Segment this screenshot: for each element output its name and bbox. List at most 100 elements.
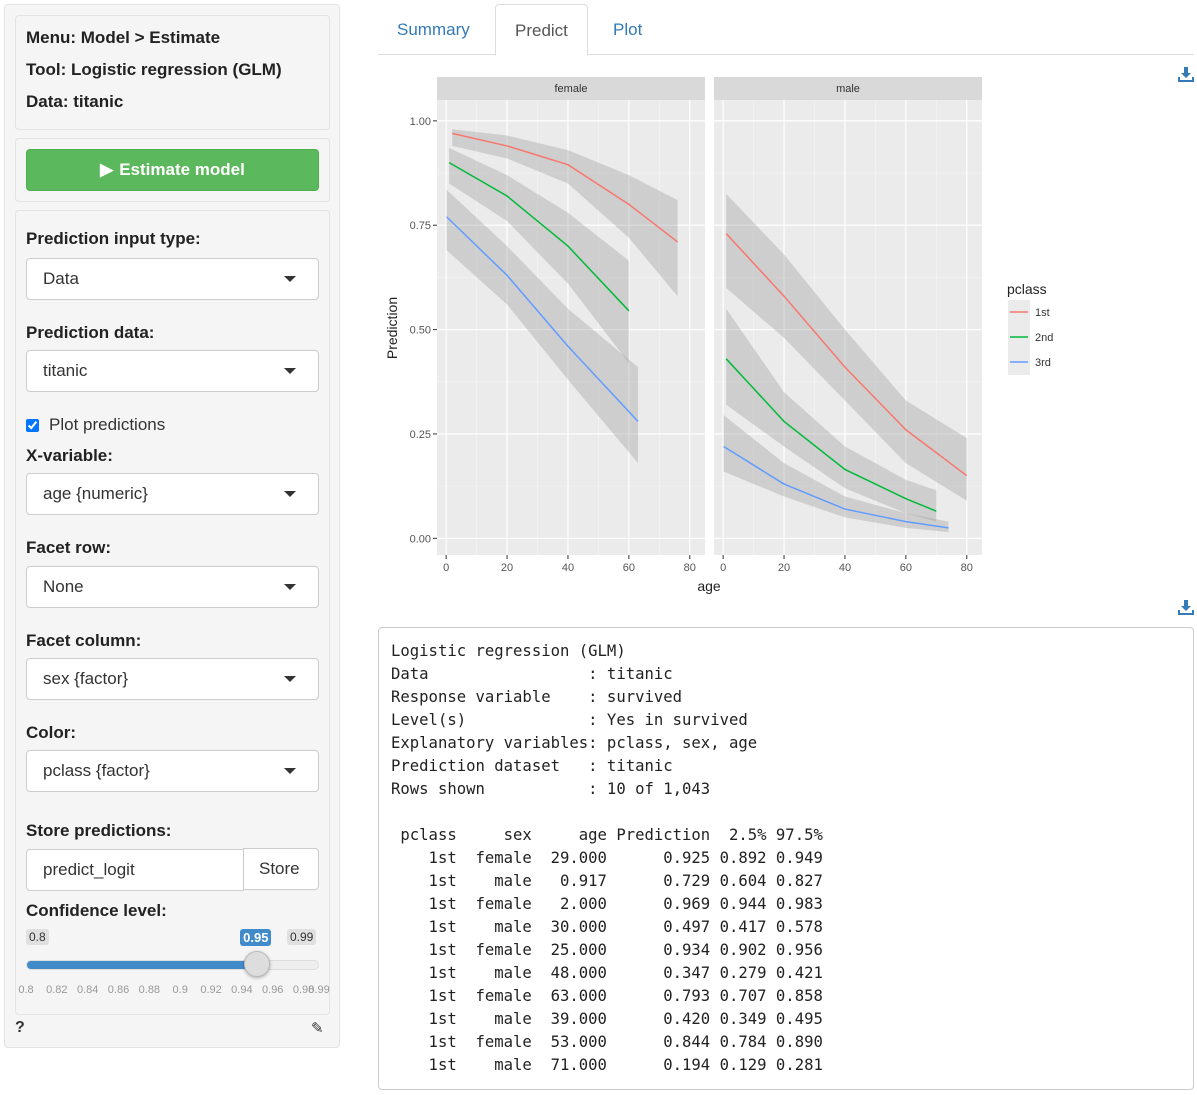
- y-tick-label: 1.00: [410, 116, 431, 128]
- facet-label-female: female: [554, 83, 587, 95]
- plot-predictions-row: Plot predictions: [26, 415, 165, 435]
- estimate-label: Estimate model: [119, 160, 245, 179]
- slider-handle[interactable]: [244, 951, 271, 977]
- color-label: Color:: [26, 723, 77, 742]
- slider-tick-label: 0.92: [200, 984, 222, 996]
- y-tick-label: 0.50: [410, 325, 431, 337]
- slider-track[interactable]: [26, 960, 319, 970]
- output-line: Data : titanic: [391, 665, 673, 683]
- pred-data-select[interactable]: titanic: [26, 350, 319, 392]
- table-row: 1st male 0.917 0.729 0.604 0.827: [391, 872, 823, 890]
- slider-tick-label: 0.8: [18, 984, 34, 996]
- facet-row-value: None: [43, 577, 84, 596]
- output-line: Logistic regression (GLM): [391, 642, 626, 660]
- xvar-value: age {numeric}: [43, 484, 148, 503]
- line-female-1st: [452, 132, 679, 243]
- confidence-band-male-1st: [726, 193, 967, 501]
- slider-max: 0.99: [287, 929, 317, 945]
- line-female-3rd: [446, 216, 639, 422]
- caret-down-icon: [284, 368, 296, 374]
- table-row: 1st male 30.000 0.497 0.417 0.578: [391, 918, 823, 936]
- table-row: 1st female 2.000 0.969 0.944 0.983: [391, 895, 823, 913]
- store-label: Store predictions:: [26, 821, 172, 840]
- y-tick-label: 0.75: [410, 220, 431, 232]
- pred-input-label: Prediction input type:: [26, 229, 201, 248]
- legend-label-3rd: 3rd: [1035, 357, 1051, 369]
- slider-fill: [27, 961, 259, 969]
- pred-data-label: Prediction data:: [26, 323, 155, 342]
- x-tick-label: 40: [562, 562, 574, 574]
- x-tick-label: 60: [623, 562, 635, 574]
- dataset-name: Data: titanic: [26, 92, 124, 111]
- caret-down-icon: [284, 276, 296, 282]
- xvar-select[interactable]: age {numeric}: [26, 473, 319, 515]
- confidence-band-female-1st: [452, 129, 678, 297]
- caret-down-icon: [284, 768, 296, 774]
- plot-predictions-checkbox[interactable]: [26, 418, 39, 432]
- slider-tick-label: 0.86: [107, 984, 130, 996]
- tab-summary[interactable]: Summary: [397, 20, 470, 39]
- panel-background: [437, 100, 705, 555]
- slider-tick-label: 0.84: [76, 984, 99, 996]
- legend-label-2nd: 2nd: [1035, 332, 1053, 344]
- facet-strip: [437, 77, 705, 100]
- pred-input-select[interactable]: Data: [26, 258, 319, 300]
- caret-down-icon: [284, 491, 296, 497]
- download-plot-icon[interactable]: [1177, 67, 1195, 83]
- table-row: 1st male 48.000 0.347 0.279 0.421: [391, 964, 823, 982]
- line-female-2nd: [448, 161, 630, 312]
- y-axis-label: Prediction: [384, 297, 400, 359]
- conf-label: Confidence level:: [26, 901, 167, 920]
- prediction-output: Logistic regression (GLM) Data : titanic R…: [378, 627, 1194, 1090]
- facet-col-label: Facet column:: [26, 631, 142, 650]
- caret-down-icon: [284, 584, 296, 590]
- confidence-band-female-2nd: [449, 148, 629, 363]
- x-tick-label: 20: [501, 562, 513, 574]
- line-male-1st: [725, 233, 968, 477]
- caret-down-icon: [284, 676, 296, 682]
- store-button[interactable]: Store: [243, 848, 319, 890]
- legend-label-1st: 1st: [1035, 307, 1050, 319]
- slider-value: 0.95: [240, 929, 272, 946]
- slider-tick-label: 0.94: [231, 984, 253, 996]
- plot-predictions-label: Plot predictions: [49, 415, 166, 434]
- slider-tick-label: 0.96: [262, 984, 284, 996]
- table-row: 1st male 71.000 0.194 0.129 0.281: [391, 1056, 823, 1074]
- output-line: Rows shown : 10 of 1,043: [391, 780, 711, 798]
- xvar-label: X-variable:: [26, 446, 113, 465]
- x-tick-label: 0: [720, 562, 726, 574]
- slider-min: 0.8: [26, 929, 49, 945]
- slider-tick-label: 0.99: [308, 984, 330, 996]
- estimate-model-button[interactable]: ▶ Estimate model: [26, 149, 319, 191]
- help-icon[interactable]: ?: [15, 1019, 25, 1036]
- x-tick-label: 60: [900, 562, 912, 574]
- tab-predict[interactable]: Predict: [495, 4, 588, 56]
- menu-path: Menu: Model > Estimate: [26, 28, 221, 47]
- prediction-plot: female 0 20 40 60 80 0.00 0.25 0.50 0.75 1.00 male 0…: [384, 77, 1053, 594]
- y-tick-label: 0.00: [410, 533, 431, 545]
- blank-line: [391, 801, 1181, 824]
- store-name-input[interactable]: predict_logit: [26, 849, 244, 891]
- slider-tick-label: 0.82: [46, 984, 68, 996]
- table-row: 1st female 63.000 0.793 0.707 0.858: [391, 987, 823, 1005]
- slider-tick-label: 0.9: [172, 984, 188, 996]
- settings-well: Prediction input type: Data Prediction d…: [15, 210, 330, 1015]
- confidence-band-female-3rd: [446, 189, 638, 464]
- slider-tick-label: 0.98: [292, 984, 315, 996]
- facet-label-male: male: [836, 83, 860, 95]
- model-info: Menu: Model > Estimate Tool: Logistic re…: [15, 15, 330, 130]
- estimate-well: ▶ Estimate model: [15, 138, 330, 202]
- facet-row-select[interactable]: None: [26, 566, 319, 608]
- table-row: 1st female 29.000 0.925 0.892 0.949: [391, 849, 823, 867]
- facet-row-label: Facet row:: [26, 538, 112, 557]
- tab-plot[interactable]: Plot: [613, 20, 643, 39]
- table-row: 1st female 25.000 0.934 0.902 0.956: [391, 941, 823, 959]
- color-select[interactable]: pclass {factor}: [26, 750, 319, 792]
- output-line: Explanatory variables: pclass, sex, age: [391, 734, 758, 752]
- facet-col-select[interactable]: sex {factor}: [26, 658, 319, 700]
- download-table-icon[interactable]: [1177, 600, 1195, 616]
- x-tick-label: 20: [778, 562, 790, 574]
- line-male-3rd: [723, 445, 949, 529]
- x-axis-label: age: [697, 578, 721, 594]
- edit-report-icon[interactable]: ✎: [311, 1020, 324, 1037]
